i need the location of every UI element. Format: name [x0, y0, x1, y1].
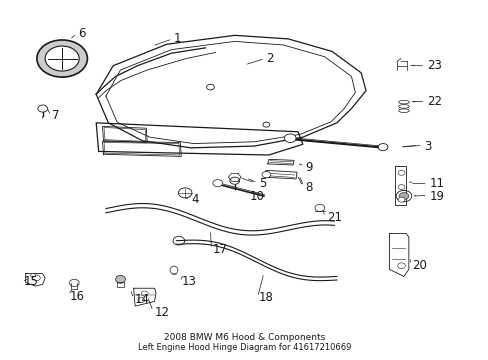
Circle shape [30, 274, 35, 277]
Circle shape [32, 275, 40, 281]
Text: 22: 22 [426, 95, 441, 108]
Ellipse shape [170, 266, 178, 274]
Text: 19: 19 [428, 190, 444, 203]
Text: 2: 2 [266, 52, 273, 65]
Circle shape [138, 297, 144, 302]
Text: 8: 8 [305, 181, 312, 194]
Circle shape [397, 263, 405, 269]
Text: 6: 6 [78, 27, 85, 40]
Circle shape [37, 40, 87, 77]
Text: 17: 17 [212, 243, 227, 256]
Text: 15: 15 [23, 275, 38, 288]
Text: Left Engine Hood Hinge Diagram for 41617210669: Left Engine Hood Hinge Diagram for 41617… [138, 343, 350, 352]
Text: 14: 14 [135, 293, 150, 306]
Circle shape [69, 279, 79, 287]
Circle shape [395, 190, 411, 202]
Circle shape [284, 134, 295, 143]
Ellipse shape [116, 275, 125, 283]
Circle shape [38, 105, 47, 112]
Circle shape [262, 171, 270, 178]
Text: 2008 BMW M6 Hood & Components: 2008 BMW M6 Hood & Components [163, 333, 325, 342]
Text: 20: 20 [411, 259, 426, 272]
Text: 1: 1 [174, 32, 181, 45]
Text: 18: 18 [259, 291, 273, 305]
Circle shape [397, 185, 404, 190]
Text: 21: 21 [326, 211, 342, 224]
Circle shape [45, 46, 79, 71]
Text: 12: 12 [154, 306, 169, 319]
Text: 3: 3 [424, 140, 431, 153]
Circle shape [314, 204, 324, 211]
Text: 7: 7 [52, 109, 60, 122]
Circle shape [212, 180, 222, 187]
Text: 10: 10 [249, 190, 264, 203]
Circle shape [178, 188, 192, 198]
Text: 11: 11 [428, 177, 444, 190]
Circle shape [206, 84, 214, 90]
Ellipse shape [398, 109, 408, 112]
Ellipse shape [398, 105, 408, 108]
Text: 4: 4 [191, 193, 198, 206]
Text: 5: 5 [259, 177, 266, 190]
Text: 13: 13 [181, 275, 196, 288]
Text: 16: 16 [69, 289, 84, 303]
Circle shape [397, 197, 404, 202]
Circle shape [398, 193, 408, 200]
Circle shape [141, 291, 148, 296]
Circle shape [397, 170, 404, 175]
Ellipse shape [398, 100, 408, 104]
Circle shape [263, 122, 269, 127]
Circle shape [377, 144, 387, 151]
Text: 9: 9 [305, 161, 312, 174]
Text: 23: 23 [426, 59, 441, 72]
Circle shape [229, 177, 239, 184]
